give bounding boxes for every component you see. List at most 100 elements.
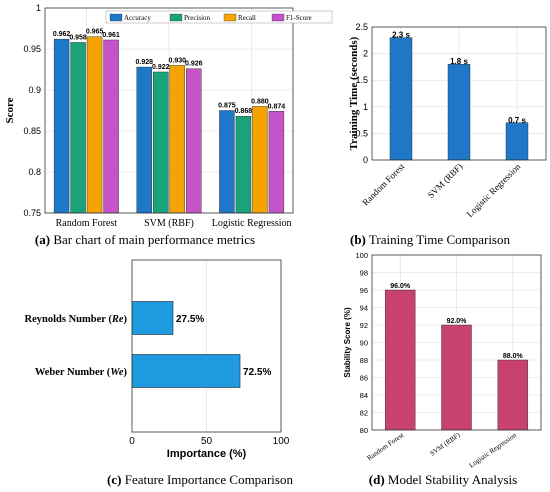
y-tick-label: 0.75 [23,208,41,218]
data-label: 0.926 [185,61,203,68]
x-tick-label: SVM (RBF) [426,161,465,200]
legend-swatch [223,13,237,22]
y-tick-label: 98 [360,269,368,278]
x-tick-label: SVM (RBF) [429,431,463,458]
bar [447,64,471,161]
y-tick-label: 86 [360,374,368,383]
axes-frame [131,259,282,433]
x-axis-label: Importance (%) [167,448,247,460]
bar-precision [153,71,169,214]
bar-recall [252,106,268,214]
y-axis-label: Stability Score (%) [343,307,352,378]
bar-recall [86,36,103,214]
data-label: 0.928 [135,59,153,66]
bar-accuracy [219,110,235,214]
panel-b-bar-chart: 0 0.5 1 1.5 2 2.5 2.3 s Random Forest 1.8 s SVM (… [348,22,547,219]
axes-frame [371,254,542,431]
data-label: 0.930 [168,57,186,64]
y-tick-label: 0.85 [23,126,41,136]
y-tick-label: 100 [355,251,368,260]
y-axis-label: Training Time (seconds) [348,36,360,150]
panel-c-bar-chart: 0 50 100 27.5% Reynolds Number (Re) 72.5% Webe… [25,259,290,460]
axes-frame [44,7,294,214]
data-label: 0.875 [218,103,236,110]
panel-d-bar-chart: 80 82 84 86 88 90 92 94 96 98 100 96.0% Random Fores… [343,251,542,470]
data-label: 0.874 [268,103,286,110]
x-tick-label: Random Forest [366,431,406,462]
y-tick-label: 1 [36,3,41,13]
y-tick-label: 0 [363,155,368,165]
y-tick-label: 94 [360,304,368,313]
caption-b: (b) Training Time Comparison [350,232,511,247]
y-tick-label: 88 [360,356,368,365]
bar [505,122,529,161]
x-tick-label: Logistic Regression [468,431,519,470]
data-label: 96.0% [390,283,411,290]
caption-d: (d) Model Stability Analysis [369,472,517,487]
data-label: 88.0% [503,353,524,360]
x-tick-label: Logistic Regression [212,218,292,229]
bar-precision [235,116,252,214]
bar-f1-score [103,39,119,214]
x-tick-label: Logistic Regression [465,161,523,219]
y-tick-label: 0.95 [23,44,41,54]
x-tick-label: 100 [273,436,290,447]
data-label: 0.965 [86,29,104,36]
bar [497,359,529,431]
data-label: 0.868 [235,108,253,115]
data-label: 0.962 [53,31,71,38]
y-tick-label: 96 [360,286,368,295]
legend-swatch [109,13,123,22]
legend-swatch [169,13,183,22]
x-tick-label: Random Forest [56,218,118,229]
data-label: 0.880 [251,98,269,105]
legend-label: F1-Score [286,14,312,22]
y-tick-label: 92 [360,321,368,330]
data-label: 0.922 [152,64,170,71]
data-label: 0.7 s [508,116,526,125]
y-tick-label: Weber Number (We) [35,367,128,378]
data-label: 72.5% [243,367,271,378]
bar-f1-score [268,111,285,214]
bar [389,37,413,161]
legend-swatch [271,13,285,22]
x-tick-label: 50 [201,436,213,447]
data-label: 27.5% [176,314,204,325]
data-label: 92.0% [447,318,468,325]
y-tick-label: 2.5 [355,22,368,32]
caption-c: (c) Feature Importance Comparison [107,472,293,487]
data-label: 1.8 s [450,57,468,66]
bar [131,354,241,388]
x-tick-label: 0 [129,436,135,447]
y-tick-label: Reynolds Number (Re) [25,314,128,325]
data-label: 2.3 s [392,31,410,40]
y-tick-label: 82 [360,409,368,418]
caption-a: (a) Bar chart of main performance metric… [35,232,255,247]
bar-accuracy [136,66,152,214]
bar-accuracy [53,38,70,214]
y-tick-label: 84 [360,391,368,400]
y-tick-label: 1 [363,102,368,112]
y-tick-label: 0.5 [355,128,368,138]
x-tick-label: SVM (RBF) [144,218,194,229]
y-tick-label: 2 [363,49,368,59]
y-tick-label: 90 [360,339,368,348]
bar [441,324,472,431]
bar [384,289,416,431]
y-tick-label: 0.8 [28,167,41,177]
bar [131,301,174,335]
legend-label: Accuracy [124,14,151,22]
y-tick-label: 0.9 [28,85,41,95]
bar-recall [169,65,185,214]
bar-precision [70,42,86,214]
y-tick-label: 80 [360,426,368,435]
x-tick-label: Random Forest [360,161,406,207]
legend-label: Precision [184,14,211,22]
bar-f1-score [186,68,202,214]
legend-label: Recall [238,14,256,22]
data-label: 0.958 [69,34,87,41]
y-tick-label: 1.5 [355,75,368,85]
data-label: 0.961 [102,32,120,39]
